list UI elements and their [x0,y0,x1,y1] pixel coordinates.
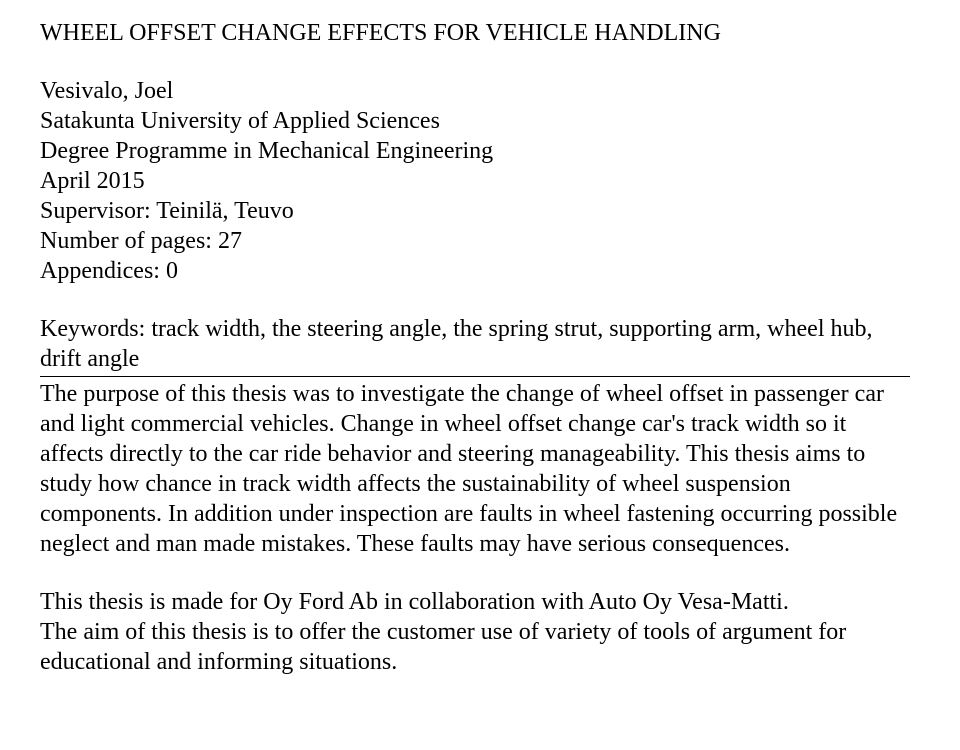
appendices-line: Appendices: 0 [40,256,910,286]
separator-line [40,376,910,377]
document-page: WHEEL OFFSET CHANGE EFFECTS FOR VEHICLE … [0,0,960,697]
date-line: April 2015 [40,166,910,196]
metadata-block: Vesivalo, Joel Satakunta University of A… [40,76,910,286]
keywords-line: Keywords: track width, the steering angl… [40,314,910,374]
pages-line: Number of pages: 27 [40,226,910,256]
author-line: Vesivalo, Joel [40,76,910,106]
document-title: WHEEL OFFSET CHANGE EFFECTS FOR VEHICLE … [40,18,910,48]
abstract-paragraph-1: The purpose of this thesis was to invest… [40,379,910,559]
institution-line: Satakunta University of Applied Sciences [40,106,910,136]
supervisor-line: Supervisor: Teinilä, Teuvo [40,196,910,226]
programme-line: Degree Programme in Mechanical Engineeri… [40,136,910,166]
abstract-paragraph-3: The aim of this thesis is to offer the c… [40,617,910,677]
abstract-paragraph-2: This thesis is made for Oy Ford Ab in co… [40,587,910,617]
